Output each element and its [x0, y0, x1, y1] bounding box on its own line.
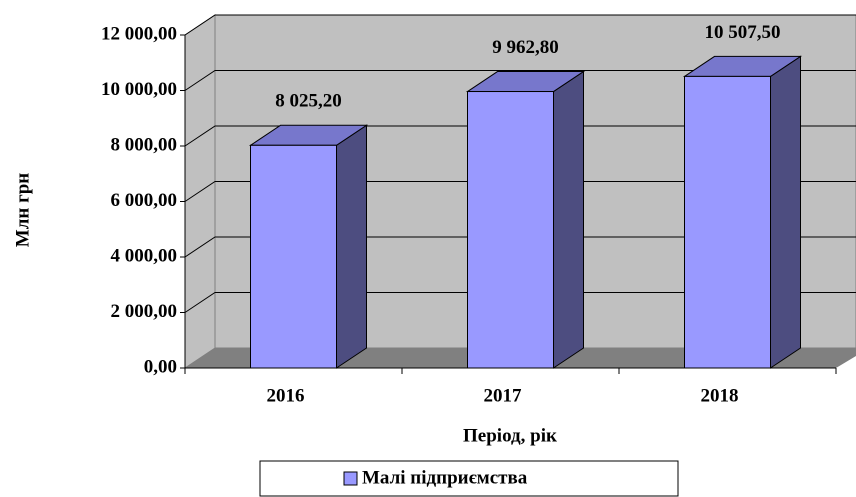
grid-line	[184, 292, 856, 313]
y-tick-label: 2 000,00	[111, 301, 178, 322]
grid-line	[184, 70, 856, 91]
x-tick-label: 2016	[267, 385, 305, 406]
grid-line	[184, 181, 856, 202]
x-axis-label: Період, рік	[463, 425, 557, 446]
data-label: 9 962,80	[492, 37, 559, 58]
data-label: 10 507,50	[705, 22, 781, 43]
y-tick-label: 8 000,00	[111, 134, 178, 155]
legend-label: Малі підприємства	[362, 467, 528, 488]
bar	[250, 144, 337, 369]
bar-side	[770, 55, 801, 369]
y-tick-label: 6 000,00	[111, 190, 178, 211]
y-tick-label: 10 000,00	[101, 79, 177, 100]
data-label: 8 025,20	[275, 91, 342, 112]
legend	[259, 460, 679, 497]
y-tick-label: 12 000,00	[101, 23, 177, 44]
grid-line	[184, 14, 856, 36]
bar-side	[336, 124, 367, 369]
grid-line	[184, 125, 856, 147]
y-tick-label: 4 000,00	[111, 245, 178, 266]
y-tick-label: 0,00	[144, 356, 177, 377]
x-tick-label: 2018	[701, 385, 739, 406]
grid-line	[184, 236, 856, 258]
legend-swatch	[343, 471, 358, 486]
y-axis-label: Млн грн	[12, 173, 33, 247]
bar	[684, 75, 771, 369]
x-tick-label: 2017	[484, 385, 523, 406]
bar-side	[553, 70, 584, 369]
bar	[467, 91, 554, 369]
